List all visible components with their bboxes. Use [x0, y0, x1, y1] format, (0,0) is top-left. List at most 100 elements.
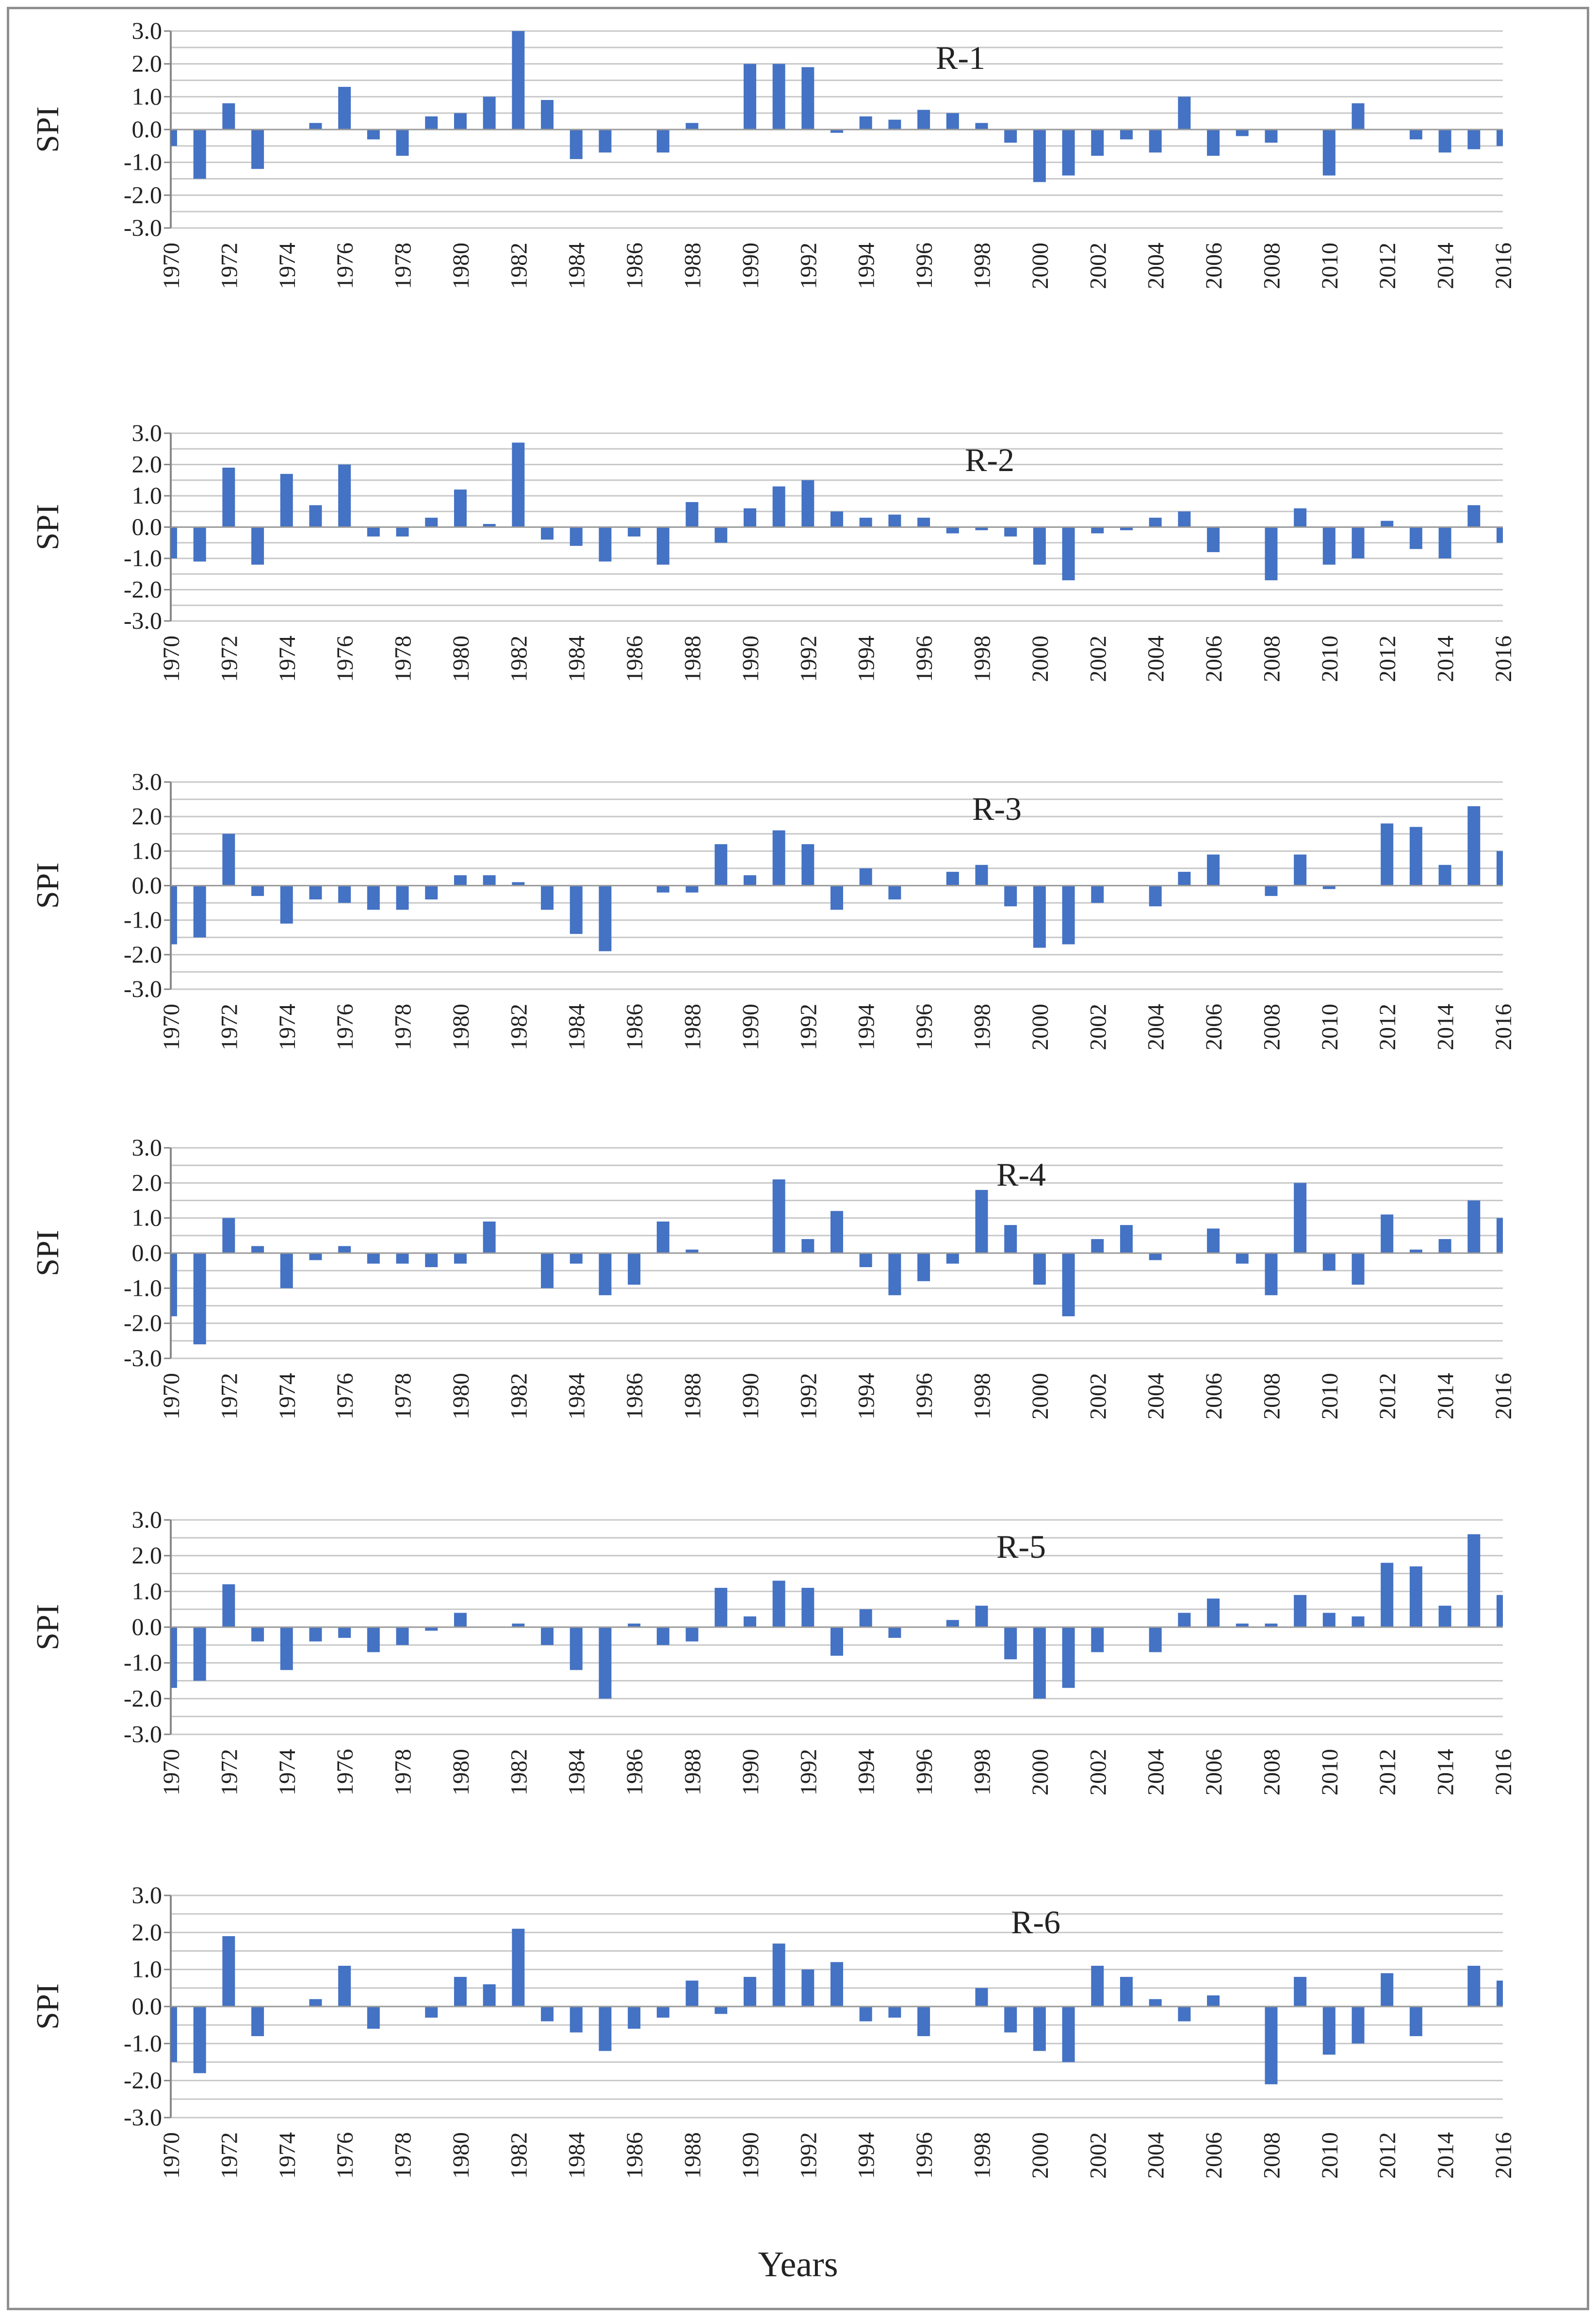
x-tick-label: 1982 — [506, 1749, 532, 1795]
bar-2005 — [1178, 1613, 1191, 1627]
x-tick-label: 2008 — [1259, 2132, 1285, 2179]
x-tick-label: 2000 — [1027, 1749, 1053, 1795]
bar-1992 — [801, 480, 814, 527]
x-tick-label: 1986 — [622, 1373, 648, 1420]
x-tick-label: 1972 — [216, 243, 242, 289]
bar-2008 — [1265, 1253, 1278, 1295]
bar-1977 — [367, 527, 380, 537]
bar-1985 — [599, 2007, 612, 2051]
bar-2012 — [1381, 1973, 1394, 2007]
x-tick-label: 2010 — [1317, 243, 1343, 289]
x-tick-label: 1996 — [912, 2132, 937, 2179]
bar-1984 — [570, 527, 583, 546]
x-tick-label: 1986 — [622, 2132, 648, 2179]
bar-1973 — [251, 1627, 264, 1642]
y-tick-label: 1.0 — [132, 82, 163, 110]
x-tick-label: 1988 — [680, 1749, 706, 1795]
x-tick-label: 1976 — [332, 2132, 358, 2179]
bar-1983 — [541, 527, 554, 540]
x-tick-label: 1974 — [275, 636, 300, 682]
bar-1986 — [628, 527, 641, 537]
x-tick-label: 2016 — [1491, 1373, 1516, 1420]
bar-1979 — [425, 2007, 438, 2018]
x-tick-label: 2016 — [1491, 1749, 1516, 1795]
x-tick-label: 2008 — [1259, 1004, 1285, 1050]
bar-1990 — [743, 875, 756, 886]
x-tick-label: 1974 — [275, 243, 300, 289]
bar-1973 — [251, 2007, 264, 2037]
y-tick-label: -3.0 — [124, 1344, 162, 1371]
bar-1981 — [483, 875, 496, 886]
bar-1993 — [831, 1211, 843, 1253]
x-tick-label: 1994 — [854, 2132, 879, 2179]
bar-1980 — [454, 1976, 467, 2007]
bar-2016 — [1497, 851, 1503, 886]
bar-1984 — [570, 2007, 583, 2033]
bar-1980 — [454, 1253, 467, 1264]
x-tick-label: 2010 — [1317, 1373, 1343, 1420]
bar-1988 — [685, 885, 699, 893]
bar-1977 — [367, 130, 380, 140]
x-tick-label: 1986 — [622, 636, 648, 682]
bar-1987 — [656, 885, 669, 893]
bar-2003 — [1120, 527, 1133, 530]
chart-title: R-4 — [996, 1156, 1046, 1193]
bar-1971 — [193, 1253, 206, 1345]
bar-2015 — [1467, 1200, 1481, 1253]
x-tick-label: 1982 — [506, 1004, 532, 1050]
bar-2007 — [1236, 1253, 1249, 1264]
x-tick-label: 2000 — [1027, 1373, 1053, 1420]
x-tick-label: 1982 — [506, 243, 532, 289]
x-tick-label: 1980 — [448, 1749, 474, 1795]
x-tick-label: 1970 — [159, 1373, 184, 1420]
bar-2004 — [1149, 130, 1162, 153]
bar-1993 — [831, 130, 843, 133]
bar-1977 — [367, 1253, 380, 1264]
bar-2004 — [1149, 1253, 1162, 1260]
x-tick-label: 1998 — [969, 636, 995, 682]
y-tick-label: -1.0 — [124, 906, 162, 933]
bar-2013 — [1409, 1566, 1422, 1627]
y-tick-label: -2.0 — [124, 576, 162, 603]
bar-1988 — [685, 1627, 699, 1642]
y-tick-label: 2.0 — [132, 50, 163, 77]
bar-1987 — [656, 130, 669, 153]
bar-1985 — [599, 1627, 612, 1699]
bar-1998 — [975, 865, 988, 886]
x-tick-label: 1984 — [564, 1749, 590, 1795]
y-tick-label: 2.0 — [132, 1542, 163, 1569]
bar-1970 — [171, 1253, 177, 1317]
x-tick-label: 1992 — [796, 1749, 821, 1795]
bar-1974 — [280, 885, 293, 924]
y-tick-label: -1.0 — [124, 1274, 162, 1301]
bar-1983 — [541, 1627, 554, 1645]
chart-title: R-3 — [972, 790, 1022, 827]
bar-1995 — [888, 514, 901, 527]
bar-1997 — [946, 527, 959, 534]
bar-1978 — [396, 130, 409, 156]
y-axis-title: SPI — [30, 504, 65, 550]
bar-2016 — [1497, 1980, 1503, 2007]
x-tick-label: 1994 — [854, 243, 879, 289]
bar-2011 — [1352, 2007, 1365, 2044]
x-tick-label: 2006 — [1201, 243, 1227, 289]
x-tick-label: 2014 — [1433, 2132, 1459, 2179]
x-tick-label: 1970 — [159, 243, 184, 289]
bar-1972 — [222, 103, 235, 130]
bar-1990 — [743, 1616, 756, 1627]
bar-2006 — [1207, 1995, 1220, 2007]
bar-2000 — [1033, 527, 1046, 565]
bar-1986 — [628, 1623, 641, 1627]
bar-2002 — [1091, 1239, 1104, 1253]
x-tick-label: 2006 — [1201, 1004, 1227, 1050]
bar-1994 — [859, 1253, 872, 1267]
x-tick-label: 2016 — [1491, 2132, 1516, 2179]
bar-1991 — [772, 1943, 785, 2007]
bar-1971 — [193, 2007, 206, 2073]
bar-1983 — [541, 100, 554, 130]
bar-1994 — [859, 518, 872, 527]
bar-1977 — [367, 2007, 380, 2029]
x-tick-label: 1980 — [448, 636, 474, 682]
bar-2011 — [1352, 1253, 1365, 1285]
y-tick-label: 0.0 — [132, 513, 163, 540]
